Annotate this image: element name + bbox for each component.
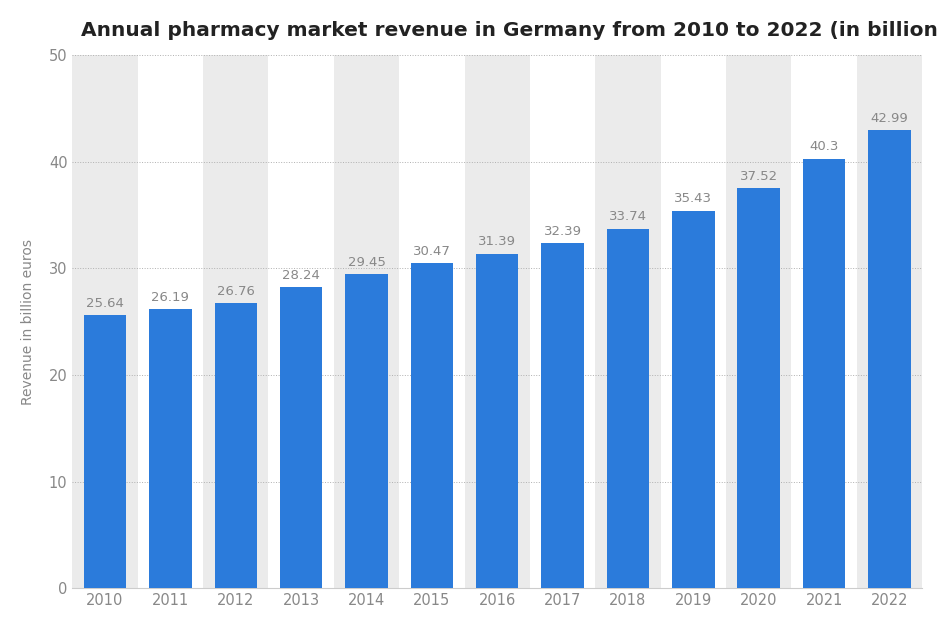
- Bar: [802, 159, 845, 588]
- Text: 26.76: 26.76: [217, 285, 255, 298]
- Bar: [595, 55, 661, 588]
- Text: 28.24: 28.24: [282, 269, 320, 282]
- Bar: [84, 315, 126, 588]
- Text: 42.99: 42.99: [870, 112, 908, 125]
- Text: Annual pharmacy market revenue in Germany from 2010 to 2022 (in billion euros): Annual pharmacy market revenue in German…: [81, 21, 943, 40]
- Text: 37.52: 37.52: [739, 170, 778, 183]
- Text: 31.39: 31.39: [478, 235, 516, 248]
- Bar: [541, 243, 584, 588]
- Text: 40.3: 40.3: [809, 140, 838, 153]
- Bar: [410, 264, 454, 588]
- Text: 29.45: 29.45: [348, 256, 386, 269]
- Text: 25.64: 25.64: [86, 297, 124, 309]
- Bar: [280, 287, 323, 588]
- Bar: [214, 303, 257, 588]
- Bar: [203, 55, 269, 588]
- Bar: [672, 211, 715, 588]
- Bar: [737, 188, 780, 588]
- Text: 26.19: 26.19: [152, 291, 190, 304]
- Bar: [345, 274, 388, 588]
- Bar: [606, 228, 649, 588]
- Text: 32.39: 32.39: [543, 225, 582, 238]
- Text: 30.47: 30.47: [413, 245, 451, 258]
- Text: 35.43: 35.43: [674, 192, 712, 205]
- Bar: [149, 309, 191, 588]
- Bar: [726, 55, 791, 588]
- Bar: [465, 55, 530, 588]
- Bar: [857, 55, 922, 588]
- Bar: [73, 55, 138, 588]
- Bar: [334, 55, 399, 588]
- Y-axis label: Revenue in billion euros: Revenue in billion euros: [21, 239, 35, 405]
- Text: 33.74: 33.74: [609, 210, 647, 223]
- Bar: [869, 130, 911, 588]
- Bar: [476, 253, 519, 588]
